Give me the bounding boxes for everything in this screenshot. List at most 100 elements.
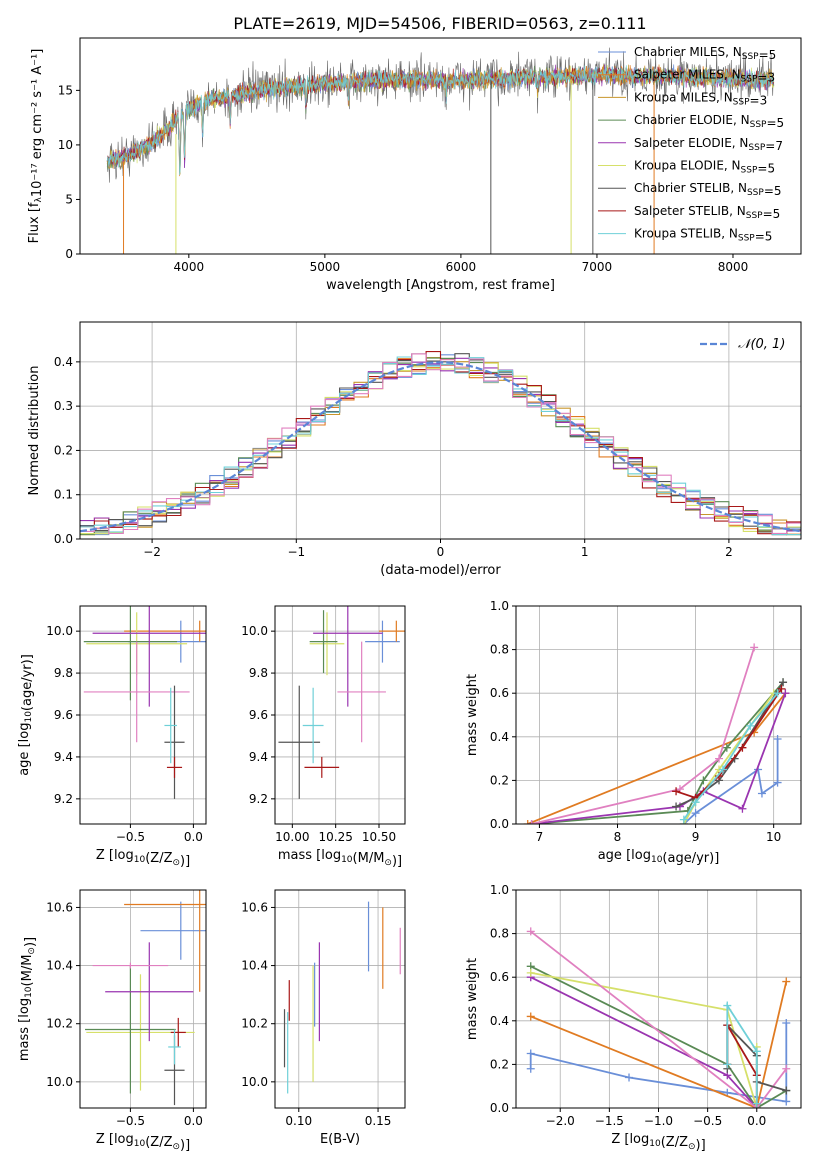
weight-line bbox=[683, 739, 779, 824]
weight-marker bbox=[773, 778, 782, 787]
x-tick-label: 7 bbox=[536, 830, 544, 844]
x-axis-label: Z [log10(Z/Z⊙)] bbox=[611, 1132, 705, 1153]
x-axis-label: mass [log10(M/M⊙)] bbox=[278, 848, 402, 869]
legend-label: Salpeter STELIB, NSSP=5 bbox=[634, 204, 780, 221]
legend: 𝒩(0, 1) bbox=[700, 337, 785, 352]
weight-marker bbox=[782, 1086, 791, 1095]
y-tick-label: 10.0 bbox=[46, 624, 73, 638]
weight-line bbox=[527, 692, 787, 824]
x-tick-label: 10.00 bbox=[275, 830, 309, 844]
axes-frame bbox=[79, 37, 802, 255]
chart-age_vs_Z: −0.5 0.0 9.2 9.4 9.6 9.8 10.0 Z [log10(Z/Z⊙)] ag… bbox=[17, 605, 207, 869]
plot-area bbox=[278, 606, 405, 799]
weight-marker bbox=[757, 789, 766, 798]
weight-marker bbox=[715, 754, 724, 763]
legend-label: Chabrier STELIB, NSSP=5 bbox=[634, 181, 782, 198]
x-tick-label: −1 bbox=[287, 545, 305, 559]
weight-marker bbox=[750, 643, 759, 652]
y-tick-label: 10.0 bbox=[241, 624, 268, 638]
chart-mass_vs_Z: −0.5 0.0 10.0 10.2 10.4 10.6 Z [log10(Z/Z⊙)] ma… bbox=[17, 889, 207, 1153]
y-axis-label: age [log10(age/yr)] bbox=[17, 654, 35, 776]
y-tick-label: 1.0 bbox=[490, 883, 509, 897]
x-tick-label: 0.0 bbox=[184, 1114, 203, 1128]
plot-area bbox=[83, 606, 206, 799]
x-tick-label: 10.50 bbox=[362, 830, 396, 844]
weight-marker bbox=[691, 809, 700, 818]
y-tick-label: 9.2 bbox=[249, 792, 268, 806]
plot-area bbox=[526, 927, 791, 1108]
y-tick-label: 10.6 bbox=[46, 900, 73, 914]
weight-marker bbox=[779, 678, 788, 687]
x-axis-label: E(B-V) bbox=[320, 1132, 360, 1147]
axes-frame bbox=[79, 889, 207, 1109]
x-tick-label: 2 bbox=[725, 545, 733, 559]
plot-area bbox=[85, 890, 206, 1106]
chart-age_vs_mass: 10.00 10.25 10.50 9.2 9.4 9.6 9.8 10.0 mass [log… bbox=[241, 605, 406, 869]
x-tick-label: 0.10 bbox=[285, 1114, 312, 1128]
y-tick-label: 10.0 bbox=[241, 1075, 268, 1089]
weight-line bbox=[530, 971, 758, 1108]
legend-label: Salpeter MILES, NSSP=3 bbox=[634, 68, 775, 85]
y-axis-label: mass weight bbox=[465, 674, 480, 756]
y-tick-label: 0.2 bbox=[490, 773, 509, 787]
y-tick-label: 0.2 bbox=[490, 1057, 509, 1071]
chart-spectrum: 4000 5000 6000 7000 8000 0 5 10 15 wavelength [An… bbox=[27, 37, 802, 293]
x-tick-label: −2 bbox=[143, 545, 161, 559]
y-tick-label: 0.3 bbox=[54, 399, 73, 413]
axes-frame bbox=[274, 889, 406, 1109]
x-tick-label: 9 bbox=[692, 830, 700, 844]
weight-marker bbox=[672, 787, 681, 796]
weight-marker bbox=[699, 776, 708, 785]
legend-label: 𝒩(0, 1) bbox=[738, 337, 785, 352]
x-tick-label: 1 bbox=[581, 545, 589, 559]
axes-frame bbox=[515, 605, 802, 825]
x-tick-label: 7000 bbox=[582, 260, 613, 274]
weight-line bbox=[530, 930, 788, 1108]
y-tick-label: 10 bbox=[58, 138, 73, 152]
y-tick-label: 5 bbox=[65, 192, 73, 206]
plot-area bbox=[283, 901, 401, 1094]
weight-line bbox=[726, 1002, 758, 1104]
legend-label: Salpeter ELODIE, NSSP=7 bbox=[634, 136, 783, 153]
weight-line bbox=[530, 976, 758, 1108]
y-tick-label: 0.4 bbox=[490, 730, 509, 744]
normal-curve bbox=[80, 361, 801, 533]
x-tick-label: 4000 bbox=[174, 260, 205, 274]
y-tick-label: 9.2 bbox=[54, 792, 73, 806]
weight-marker bbox=[782, 1097, 791, 1106]
weight-marker bbox=[782, 1018, 791, 1027]
weight-marker bbox=[782, 1064, 791, 1073]
y-tick-label: 0.8 bbox=[490, 643, 509, 657]
chart-residuals: −2 −1 0 1 2 0.0 0.1 0.2 0.3 0.4 (data-model)/error… bbox=[27, 321, 802, 578]
page-title: PLATE=2619, MJD=54506, FIBERID=0563, z=0… bbox=[233, 14, 646, 33]
weight-marker bbox=[782, 977, 791, 986]
y-tick-label: 0.8 bbox=[490, 927, 509, 941]
x-tick-label: −0.5 bbox=[116, 1114, 145, 1128]
weight-marker bbox=[679, 815, 688, 824]
weight-line bbox=[531, 692, 787, 824]
x-tick-label: 10.25 bbox=[318, 830, 352, 844]
weight-marker bbox=[723, 1001, 732, 1010]
x-tick-label: 6000 bbox=[446, 260, 477, 274]
y-axis-label: mass weight bbox=[465, 958, 480, 1040]
plot-area bbox=[523, 643, 790, 824]
x-tick-label: 0 bbox=[437, 545, 445, 559]
histogram-step bbox=[80, 351, 801, 536]
y-tick-label: 0.4 bbox=[54, 355, 73, 369]
chart-weight_vs_age: 7 8 9 10 0.0 0.2 0.4 0.6 0.8 1.0 age [log10(age/yr… bbox=[465, 599, 802, 866]
y-tick-label: 0.0 bbox=[54, 532, 73, 546]
y-tick-label: 0 bbox=[65, 247, 73, 261]
x-tick-label: −1.0 bbox=[644, 1114, 673, 1128]
weight-marker bbox=[625, 1073, 634, 1082]
legend-label: Chabrier ELODIE, NSSP=5 bbox=[634, 113, 784, 130]
y-tick-label: 0.0 bbox=[490, 1101, 509, 1115]
plot-area bbox=[80, 351, 801, 536]
y-tick-label: 0.1 bbox=[54, 488, 73, 502]
weight-marker bbox=[691, 798, 700, 807]
y-tick-label: 9.8 bbox=[249, 666, 268, 680]
y-tick-label: 9.8 bbox=[54, 666, 73, 680]
x-tick-label: 0.0 bbox=[184, 830, 203, 844]
x-axis-label: Z [log10(Z/Z⊙)] bbox=[96, 1132, 190, 1153]
weight-marker bbox=[773, 734, 782, 743]
